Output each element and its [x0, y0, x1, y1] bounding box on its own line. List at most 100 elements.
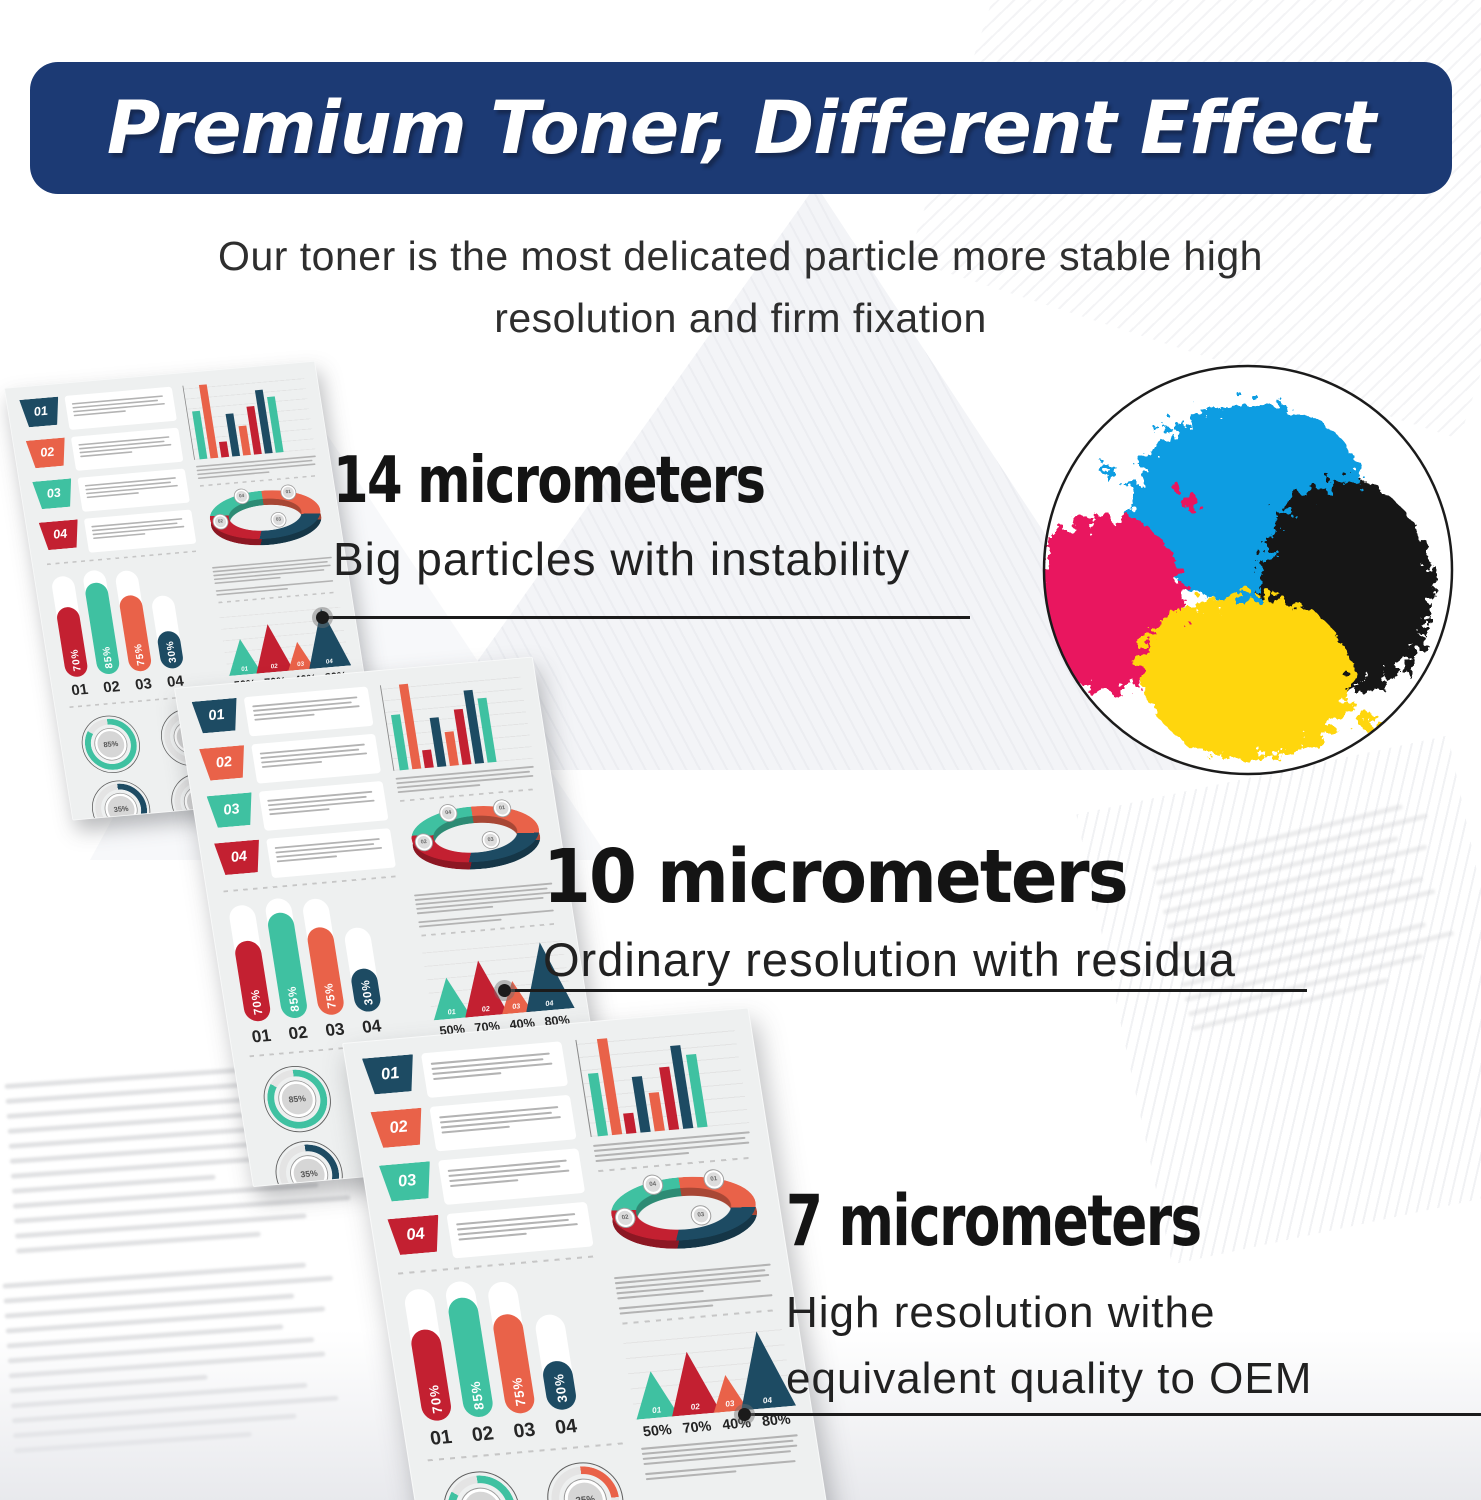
triangle-bar-label: 01	[651, 1405, 662, 1416]
callout-title: 7 micrometers	[786, 1180, 1202, 1262]
triangle-bar: 01	[629, 1369, 679, 1419]
item-number-badge: 02	[370, 1108, 427, 1149]
item-text-box	[64, 386, 177, 431]
triangle-bar-label: 02	[481, 1004, 491, 1014]
item-number-badge: 04	[387, 1215, 444, 1256]
item-text-box	[437, 1148, 586, 1205]
connector-line-7um	[744, 1413, 1481, 1416]
triangle-bar-label: 04	[762, 1395, 773, 1406]
pill-bar-category-label: 01	[70, 681, 90, 700]
placeholder-paragraph	[641, 1434, 800, 1466]
toner-powder-photo	[1042, 364, 1454, 776]
pill-bar-fill: 75%	[305, 926, 346, 1016]
pill-bar-value-label: 70%	[247, 988, 265, 1016]
pill-bar-fill: 70%	[55, 606, 89, 678]
item-number-badge: 03	[379, 1161, 436, 1202]
powder-speck	[1360, 712, 1380, 732]
pill-bar-category-label: 04	[360, 1016, 383, 1038]
banner-title: Premium Toner, Different Effect	[106, 85, 1376, 171]
triangle-bar-label: 01	[447, 1007, 457, 1017]
numbered-list-item: 02	[199, 733, 382, 789]
pill-bar-fill: 30%	[349, 967, 383, 1013]
connector-line-14um	[322, 616, 970, 619]
pill-bar-value-label: 30%	[163, 640, 179, 664]
toner-circle-border	[1042, 364, 1454, 776]
triangle-bar-label: 01	[240, 665, 249, 673]
item-number-badge: 03	[32, 478, 75, 509]
triangle-value-label: 70%	[681, 1417, 713, 1436]
pill-bar-fill: 85%	[446, 1296, 495, 1419]
pill-bar-value-label: 75%	[320, 982, 339, 1010]
item-number-badge: 02	[26, 438, 69, 469]
triangle-bar-label: 02	[690, 1401, 701, 1412]
callout-14-micrometers: 14 micrometers Big particles with instab…	[333, 444, 910, 586]
triangle-bar: 01	[224, 638, 262, 676]
placeholder-paragraph	[613, 1263, 774, 1300]
pill-bar-track: 70%	[402, 1288, 454, 1422]
pill-bar-category-label: 04	[553, 1415, 579, 1439]
pill-bar-track: 70%	[227, 904, 273, 1023]
pill-bar-fill: 30%	[156, 630, 185, 670]
item-text-box	[429, 1094, 577, 1152]
triangle-value-label: 50%	[641, 1420, 673, 1440]
triangle-bar-label: 04	[325, 657, 334, 666]
pill-bar-track: 85%	[443, 1280, 495, 1419]
item-number-badge: 01	[192, 698, 242, 734]
subtitle-line-2: resolution and firm fixation	[494, 294, 987, 341]
item-text-box	[251, 733, 382, 784]
placeholder-paragraph	[211, 556, 334, 585]
pill-bar-fill: 75%	[491, 1313, 537, 1415]
pill-bar-value-label: 85%	[99, 645, 115, 670]
pill-bar-fill: 70%	[233, 939, 273, 1023]
numbered-list-item: 04	[387, 1201, 594, 1264]
connector-line-10um	[504, 989, 1307, 992]
numbered-list-item: 02	[26, 427, 184, 475]
numbered-list-item: 03	[32, 468, 190, 516]
mini-bar	[648, 1092, 665, 1132]
pill-bar-fill: 85%	[266, 911, 309, 1020]
item-text-box	[266, 828, 397, 879]
pill-bar-value-label: 30%	[549, 1372, 570, 1404]
item-number-badge: 04	[214, 840, 264, 876]
mini-bar-chart	[575, 1026, 750, 1137]
pill-bar-category-label: 01	[250, 1026, 273, 1047]
yellow-powder	[1140, 596, 1353, 758]
item-text-box	[70, 427, 184, 471]
numbered-list-item: 02	[370, 1094, 577, 1157]
donut-progress: 35%	[270, 1138, 348, 1188]
triangle-chart: 01 02 03 04	[217, 599, 350, 677]
pill-bar-category-label: 03	[512, 1419, 537, 1443]
item-number-badge: 03	[207, 792, 257, 828]
mini-bar-chart	[182, 375, 316, 460]
numbered-list-item: 01	[192, 686, 374, 741]
triangle-chart: 01 02 03 04	[621, 1318, 794, 1420]
pill-bar-chart: 70% 85% 75% 30%	[398, 1267, 619, 1422]
item-text-box	[258, 780, 389, 831]
donut-progress-grid: 85%25%35%50%	[428, 1458, 652, 1500]
pill-bar-category-label: 03	[134, 675, 154, 694]
pill-bar-value-label: 30%	[357, 978, 376, 1006]
numbered-list-item: 01	[19, 386, 177, 434]
callout-7-micrometers: 7 micrometers High resolution withe equi…	[786, 1180, 1332, 1412]
triangle-bar: 01	[427, 976, 471, 1020]
connector-dot-7um	[738, 1408, 751, 1421]
mini-bar	[218, 441, 230, 458]
pill-bar-category-label: 02	[287, 1023, 310, 1044]
item-text-box	[243, 686, 374, 737]
pill-bar-fill: 30%	[540, 1359, 579, 1411]
mini-bar	[623, 1112, 637, 1134]
donut-progress: 85%	[77, 713, 145, 776]
powder-speck	[1102, 464, 1118, 480]
numbered-list-item: 01	[362, 1041, 569, 1103]
pill-bar-category-label: 01	[428, 1426, 454, 1450]
pill-bar-track: 75%	[114, 569, 153, 673]
pill-bar-category-label: 02	[470, 1423, 496, 1447]
pill-bar-value-label: 70%	[424, 1383, 445, 1415]
pill-bar-track: 75%	[301, 897, 346, 1016]
item-text-box	[83, 509, 197, 553]
donut-progress: 85%	[438, 1468, 526, 1500]
item-number-badge: 02	[199, 745, 249, 781]
item-text-box	[77, 468, 190, 512]
pill-bar-value-label: 85%	[283, 985, 302, 1013]
